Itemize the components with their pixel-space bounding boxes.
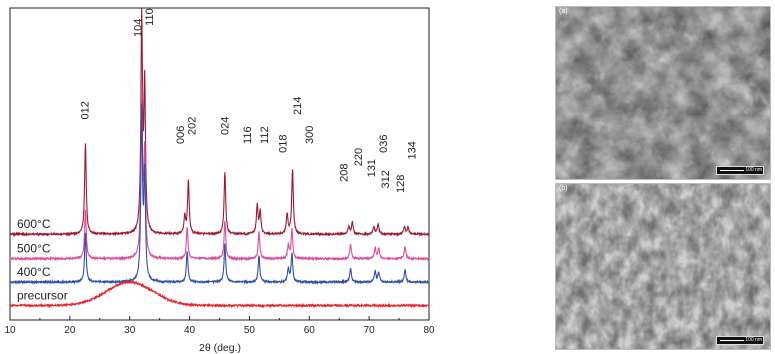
x-axis-label: 2θ (deg.) xyxy=(199,342,241,354)
peak-label: 036 xyxy=(378,134,390,152)
scale-bar-b: 100 nm xyxy=(716,336,764,345)
series-label-0: 600°C xyxy=(17,217,51,231)
panel-tag-b: (b) xyxy=(559,185,568,192)
sem-image-a: (a) 100 nm xyxy=(555,6,771,180)
grain-texture xyxy=(556,184,770,349)
x-tick-label: 30 xyxy=(124,325,136,336)
peak-label: 312 xyxy=(380,170,392,188)
series-label-layer: 600°C 500°C 400°C precursor xyxy=(17,217,68,302)
x-axis: 10 20 30 40 50 60 70 80 xyxy=(4,316,435,336)
series-line-0 xyxy=(9,8,430,238)
scale-text-a: 100 nm xyxy=(745,167,762,173)
sem-image-b: (b) 100 nm xyxy=(555,183,771,350)
peak-label: 202 xyxy=(186,117,198,135)
scale-bar-a: 100 nm xyxy=(716,166,764,175)
series-line-3 xyxy=(9,279,430,309)
peak-label: 128 xyxy=(395,175,407,193)
peak-label: 024 xyxy=(219,117,231,135)
x-tick-label: 80 xyxy=(423,325,435,336)
peak-label: 012 xyxy=(79,101,91,119)
peak-label: 110 xyxy=(144,8,156,26)
peak-label: 116 xyxy=(242,126,254,144)
peak-label: 300 xyxy=(304,126,316,144)
x-tick-label: 20 xyxy=(64,325,76,336)
peak-label: 134 xyxy=(407,141,419,159)
scale-text-b: 100 nm xyxy=(745,337,762,343)
peak-label: 131 xyxy=(366,159,378,177)
series-layer xyxy=(9,8,430,309)
peak-label: 104 xyxy=(133,19,145,37)
peak-label: 112 xyxy=(259,126,271,144)
peak-label: 006 xyxy=(175,126,187,144)
panel-tag-a: (a) xyxy=(559,8,568,15)
peak-label: 220 xyxy=(353,148,365,166)
peak-label: 214 xyxy=(292,97,304,115)
series-line-2 xyxy=(9,103,430,286)
series-label-3: precursor xyxy=(17,289,68,303)
peak-label: 018 xyxy=(277,134,289,152)
series-line-1 xyxy=(9,80,430,262)
series-label-2: 400°C xyxy=(17,265,51,279)
x-tick-label: 60 xyxy=(304,325,316,336)
x-tick-label: 40 xyxy=(184,325,196,336)
x-tick-label: 10 xyxy=(4,325,16,336)
x-tick-label: 70 xyxy=(364,325,376,336)
peak-label: 208 xyxy=(339,163,351,181)
x-tick-label: 50 xyxy=(244,325,256,336)
series-label-1: 500°C xyxy=(17,242,51,256)
porous-texture xyxy=(556,7,770,179)
